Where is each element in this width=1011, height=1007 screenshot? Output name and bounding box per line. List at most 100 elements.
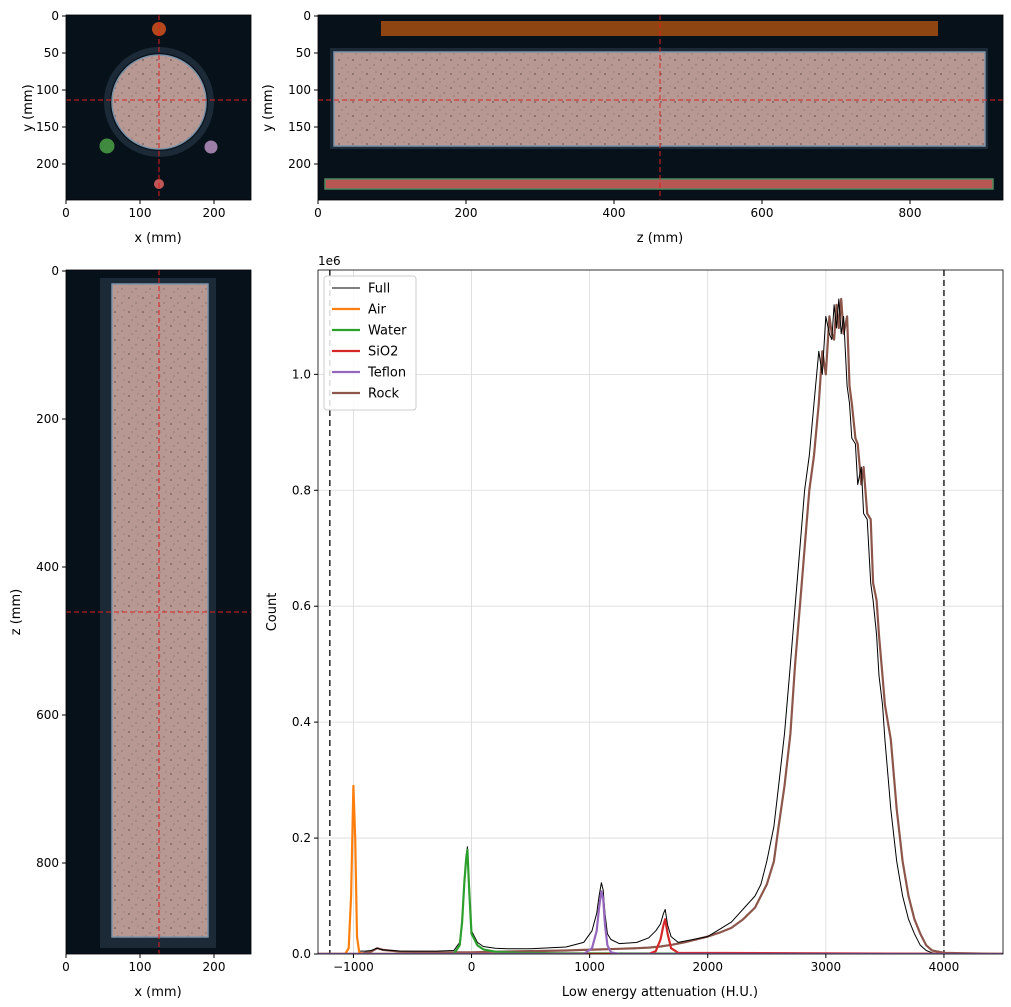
- sio2-rod-strip: [324, 178, 994, 190]
- legend: Full Air Water SiO2 Teflon Rock: [323, 275, 417, 411]
- svg-text:0: 0: [51, 9, 59, 23]
- x-tick: −1000: [333, 954, 374, 974]
- x-tick: 200: [203, 954, 226, 974]
- y-tick: 400: [36, 560, 66, 574]
- legend-entry-water: Water: [332, 324, 407, 339]
- xy-ylabel: y (mm): [21, 84, 36, 131]
- xy-axes-frame: [65, 14, 252, 201]
- x-tick-label: −1000: [333, 960, 374, 974]
- xy-slice-panel: 0 100 200 0 50 100 150 200 x (mm) y (mm): [21, 9, 252, 246]
- svg-text:400: 400: [36, 560, 59, 574]
- zy-xlabel: z (mm): [637, 231, 683, 246]
- x-tick: 0: [468, 954, 475, 974]
- x-tick: 0: [62, 200, 70, 220]
- y-tick: 200: [36, 412, 66, 426]
- svg-text:100: 100: [129, 960, 152, 974]
- y-tick-label: 0.4: [292, 715, 311, 729]
- legend-label: Air: [368, 303, 387, 318]
- y-tick: 0: [303, 9, 318, 23]
- svg-text:200: 200: [288, 157, 311, 171]
- y-tick: 50: [296, 46, 318, 60]
- xz-ticks: 0 100 200 0 200 400 600 800: [36, 264, 225, 974]
- y-tick: 100: [36, 83, 66, 97]
- legend-label: Rock: [368, 387, 400, 402]
- svg-text:0: 0: [314, 206, 322, 220]
- y-tick: 200: [36, 157, 66, 171]
- x-tick-label: 1000: [574, 960, 605, 974]
- xy-xlabel: x (mm): [134, 231, 181, 246]
- svg-text:400: 400: [603, 206, 626, 220]
- svg-text:600: 600: [751, 206, 774, 220]
- y-tick: 0.4: [292, 715, 318, 729]
- y-tick: 0.6: [292, 599, 318, 613]
- histogram-ticks: −1000 0 1000 2000 3000 4000 0.0 0.2 0.4 0.6 0.8 1.0: [292, 367, 959, 974]
- histogram-series: [318, 297, 1003, 954]
- svg-text:50: 50: [44, 46, 59, 60]
- y-tick: 100: [288, 83, 318, 97]
- histogram-axes-frame: [317, 269, 1004, 955]
- legend-label: Water: [368, 324, 407, 339]
- svg-text:200: 200: [203, 960, 226, 974]
- air-marker: [152, 22, 166, 36]
- svg-text:0: 0: [62, 206, 70, 220]
- svg-text:0: 0: [62, 960, 70, 974]
- zy-ylabel: y (mm): [261, 84, 276, 131]
- histogram-ylabel: Count: [265, 593, 280, 632]
- y-tick-label: 0.8: [292, 483, 311, 497]
- legend-label: Full: [368, 282, 390, 297]
- y-tick-label: 1.0: [292, 367, 311, 381]
- y-offset-text: 1e6: [318, 254, 341, 268]
- water-marker: [99, 138, 115, 154]
- x-tick: 800: [899, 200, 922, 220]
- series-line-rock: [318, 297, 1003, 954]
- legend-entry-sio2: SiO2: [332, 345, 398, 360]
- xz-axes-frame: [65, 269, 252, 955]
- svg-text:800: 800: [899, 206, 922, 220]
- y-tick: 0.0: [292, 947, 318, 961]
- xz-xlabel: x (mm): [134, 985, 181, 1000]
- rock-core-section: [111, 54, 207, 150]
- legend-entry-full: Full: [332, 282, 390, 297]
- x-tick-label: 3000: [811, 960, 842, 974]
- teflon-marker: [204, 140, 218, 154]
- x-tick-label: 4000: [929, 960, 960, 974]
- y-tick: 150: [36, 120, 66, 134]
- svg-text:100: 100: [129, 206, 152, 220]
- legend-entry-air: Air: [332, 303, 387, 318]
- x-tick: 100: [129, 200, 152, 220]
- svg-text:200: 200: [36, 412, 59, 426]
- rock-core-longitudinal: [111, 283, 209, 938]
- zy-ticks: 0 200 400 600 800 0 50 100 150 200: [288, 9, 921, 220]
- svg-text:200: 200: [36, 157, 59, 171]
- x-tick: 3000: [811, 954, 842, 974]
- svg-text:600: 600: [36, 708, 59, 722]
- svg-text:100: 100: [288, 83, 311, 97]
- x-tick: 200: [455, 200, 478, 220]
- zy-axes-frame: [317, 14, 1004, 201]
- y-tick-label: 0.0: [292, 947, 311, 961]
- air-tube-strip: [381, 21, 938, 36]
- y-tick-label: 0.6: [292, 599, 311, 613]
- x-tick: 400: [603, 200, 626, 220]
- x-tick: 1000: [574, 954, 605, 974]
- x-tick: 4000: [929, 954, 960, 974]
- xy-ticks: 0 100 200 0 50 100 150 200: [36, 9, 225, 220]
- svg-text:200: 200: [455, 206, 478, 220]
- x-tick: 0: [62, 954, 70, 974]
- y-tick-label: 0.2: [292, 831, 311, 845]
- y-tick: 50: [44, 46, 66, 60]
- y-tick: 0.2: [292, 831, 318, 845]
- xz-slice-panel: 0 100 200 0 200 400 600 800 x (mm) z (mm…: [9, 264, 252, 1000]
- legend-label: Teflon: [367, 366, 406, 381]
- y-tick: 0: [51, 264, 66, 278]
- x-tick-label: 2000: [692, 960, 723, 974]
- svg-text:0: 0: [51, 264, 59, 278]
- zy-slice-panel: 0 200 400 600 800 0 50 100 150 200 z (mm…: [261, 9, 1004, 246]
- x-tick: 200: [203, 200, 225, 220]
- y-tick: 150: [288, 120, 318, 134]
- y-tick: 0: [51, 9, 66, 23]
- series-line-water: [318, 848, 1003, 954]
- svg-text:150: 150: [36, 120, 59, 134]
- y-tick: 0.8: [292, 483, 318, 497]
